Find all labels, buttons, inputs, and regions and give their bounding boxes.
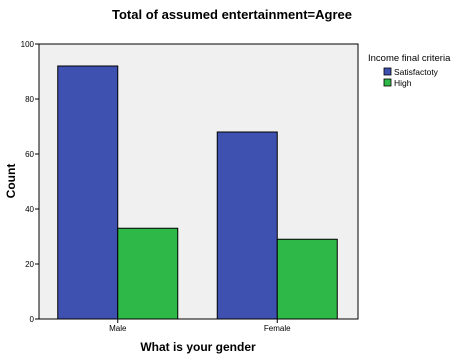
legend-swatch-high — [383, 78, 392, 87]
legend-title: Income final criteria — [368, 53, 451, 64]
y-axis-label: Count — [4, 164, 18, 199]
y-tick-label-100: 100 — [21, 40, 35, 49]
x-axis-ticks: Male Female — [109, 319, 291, 333]
y-tick-label-20: 20 — [25, 260, 34, 269]
bar-high-male — [117, 227, 179, 320]
bars-layer — [57, 65, 338, 320]
legend-label-satisfactoty: Satisfactoty — [394, 67, 439, 77]
y-tick-label-40: 40 — [25, 205, 34, 214]
x-tick-label-female: Female — [264, 324, 291, 333]
bar-high-female — [276, 238, 338, 320]
x-tick-label-male: Male — [109, 324, 127, 333]
legend-label-high: High — [394, 78, 412, 88]
chart-title: Total of assumed entertainment=Agree — [112, 7, 352, 22]
legend-swatch-satisfactoty — [383, 67, 392, 76]
bar-satisfactoty-female — [216, 131, 278, 320]
bar-satisfactoty-male — [57, 65, 119, 320]
y-tick-label-0: 0 — [30, 315, 35, 324]
y-axis-ticks: 0 20 40 60 80 100 — [21, 40, 39, 324]
y-tick-label-60: 60 — [25, 150, 34, 159]
y-tick-label-80: 80 — [25, 95, 34, 104]
x-axis-label: What is your gender — [140, 340, 256, 354]
